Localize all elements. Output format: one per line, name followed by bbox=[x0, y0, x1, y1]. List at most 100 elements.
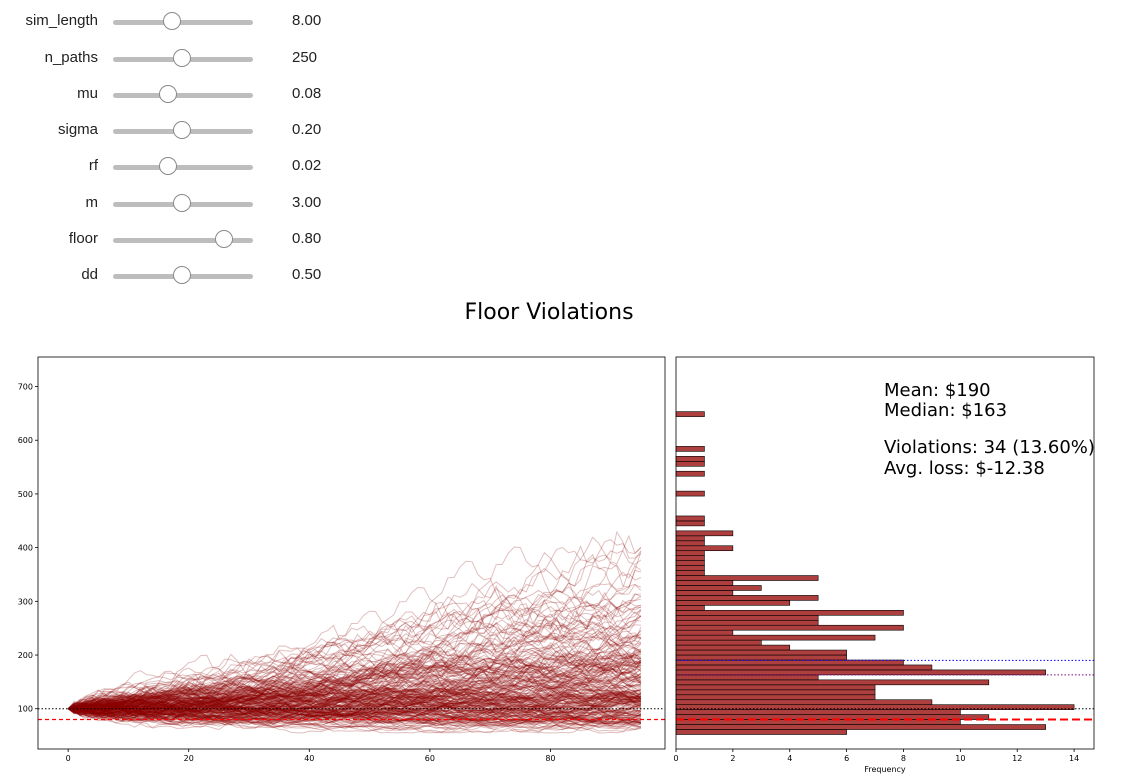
simulated-path bbox=[68, 698, 642, 725]
simulated-path bbox=[67, 672, 642, 710]
simulated-path bbox=[68, 688, 641, 724]
mu-slider[interactable] bbox=[113, 85, 253, 103]
histogram-chart: 0 2 4 6 8 10 12 14 Frequency bbox=[673, 356, 1095, 774]
simulated-path bbox=[68, 687, 642, 710]
slider-row-floor: floor 0.80 bbox=[0, 220, 400, 256]
simulated-path bbox=[67, 670, 642, 710]
simulated-path bbox=[67, 671, 642, 714]
simulated-path bbox=[68, 687, 642, 719]
simulated-path bbox=[67, 675, 641, 727]
slider-handle[interactable] bbox=[159, 157, 177, 175]
simulated-path bbox=[67, 662, 642, 715]
histogram-bar bbox=[675, 689, 876, 696]
simulated-path bbox=[68, 651, 641, 721]
simulated-path bbox=[68, 691, 642, 730]
simulated-path bbox=[68, 650, 641, 713]
simulated-path bbox=[67, 676, 641, 719]
slider-handle[interactable] bbox=[173, 49, 191, 67]
y-tick-label: 300 bbox=[18, 597, 33, 606]
simulated-path bbox=[67, 684, 642, 731]
simulated-path bbox=[67, 694, 641, 723]
charts-figure: 0 20 40 60 80 100 200 300 400 500 600 700 0 2 4 6 8 10 12… bbox=[18, 356, 1095, 774]
simulated-path bbox=[67, 616, 641, 718]
simulated-path bbox=[68, 687, 641, 731]
simulated-path bbox=[67, 701, 642, 726]
histogram-bars bbox=[675, 411, 1075, 735]
simulated-path bbox=[67, 688, 642, 716]
simulated-path bbox=[68, 653, 641, 721]
simulated-path bbox=[68, 685, 642, 716]
n-paths-slider[interactable] bbox=[113, 49, 253, 67]
y-tick-label: 100 bbox=[18, 705, 33, 714]
simulated-path bbox=[67, 698, 641, 718]
simulated-path bbox=[68, 693, 641, 726]
floor-slider[interactable] bbox=[113, 230, 253, 248]
simulated-path bbox=[67, 684, 642, 722]
histogram-bar bbox=[675, 669, 1046, 676]
simulated-path bbox=[67, 645, 642, 712]
simulated-path bbox=[67, 674, 642, 722]
simulated-path bbox=[68, 583, 642, 710]
slider-row-n-paths: n_paths 250 bbox=[0, 39, 400, 75]
simulated-path bbox=[67, 662, 642, 714]
simulated-path bbox=[68, 679, 641, 720]
sim-length-slider[interactable] bbox=[113, 12, 253, 30]
histogram-bar bbox=[675, 540, 705, 547]
simulated-path bbox=[67, 624, 642, 712]
simulated-path bbox=[68, 604, 642, 715]
dd-slider[interactable] bbox=[113, 266, 253, 284]
slider-handle[interactable] bbox=[173, 266, 191, 284]
simulated-path bbox=[68, 661, 642, 713]
simulated-path bbox=[67, 670, 642, 715]
simulated-path bbox=[67, 690, 642, 715]
simulated-path bbox=[67, 682, 642, 714]
histogram-bar bbox=[675, 679, 990, 686]
histogram-bar bbox=[675, 629, 734, 636]
stats-annotation: Mean: $190 Median: $163 Violations: 34 (… bbox=[884, 380, 1095, 479]
slider-value: 8.00 bbox=[292, 12, 322, 29]
simulated-path bbox=[67, 678, 641, 716]
simulated-path bbox=[68, 660, 641, 711]
slider-label: n_paths bbox=[44, 49, 98, 66]
simulated-path bbox=[67, 657, 642, 712]
simulated-path bbox=[67, 684, 642, 722]
simulated-path bbox=[68, 701, 641, 731]
rf-slider[interactable] bbox=[113, 157, 253, 175]
slider-handle[interactable] bbox=[163, 12, 182, 30]
slider-handle[interactable] bbox=[173, 194, 191, 212]
histogram-bar bbox=[675, 664, 933, 671]
histogram-bar bbox=[675, 515, 705, 522]
x-tick-label: 20 bbox=[184, 754, 194, 763]
slider-label: sim_length bbox=[25, 12, 98, 29]
simulated-path bbox=[67, 642, 642, 710]
simulated-path bbox=[67, 603, 642, 710]
simulated-path bbox=[67, 693, 642, 721]
simulated-path bbox=[67, 699, 642, 724]
simulated-path bbox=[67, 653, 642, 721]
sigma-slider[interactable] bbox=[113, 121, 253, 139]
simulated-path bbox=[67, 652, 642, 719]
simulated-path bbox=[68, 609, 642, 716]
slider-handle[interactable] bbox=[173, 121, 191, 139]
simulated-path bbox=[67, 660, 641, 711]
slider-handle[interactable] bbox=[159, 85, 177, 103]
m-slider[interactable] bbox=[113, 194, 253, 212]
simulated-path bbox=[68, 594, 642, 710]
simulated-path bbox=[68, 638, 642, 713]
simulated-path bbox=[68, 615, 642, 711]
simulated-path bbox=[68, 688, 642, 720]
simulated-path bbox=[68, 664, 642, 720]
simulated-path bbox=[68, 695, 642, 716]
simulated-path bbox=[68, 594, 642, 712]
histogram-bar bbox=[675, 724, 1046, 730]
simulated-path bbox=[68, 701, 641, 730]
simulated-path bbox=[67, 686, 642, 719]
x-tick-label: 6 bbox=[844, 754, 849, 763]
simulated-path bbox=[67, 614, 642, 710]
slider-handle[interactable] bbox=[215, 230, 233, 248]
simulated-path bbox=[67, 637, 642, 712]
simulated-path bbox=[68, 659, 642, 711]
simulated-path bbox=[67, 681, 641, 720]
paths-group bbox=[67, 530, 642, 734]
simulated-path bbox=[68, 694, 642, 722]
